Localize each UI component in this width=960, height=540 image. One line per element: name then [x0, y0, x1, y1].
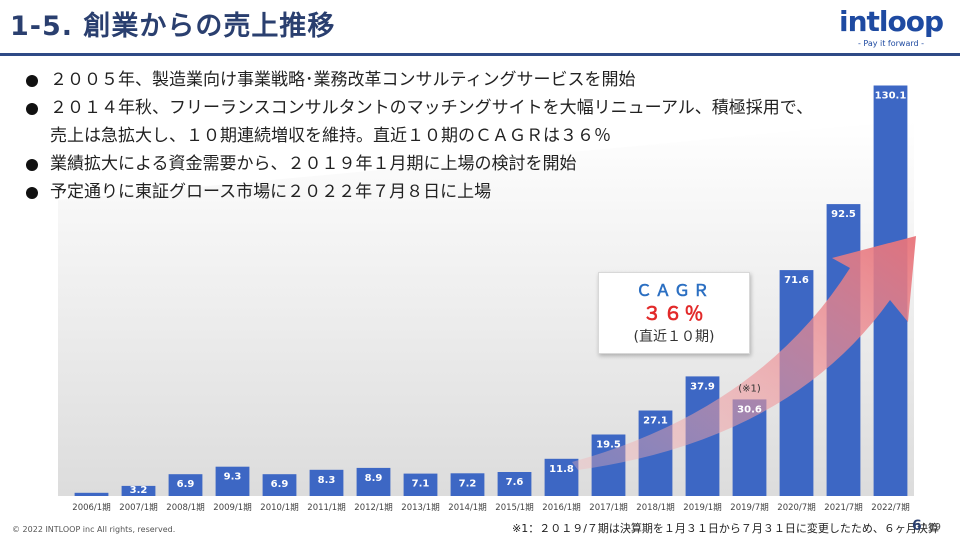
x-tick-label: 2016/1期 [542, 503, 580, 513]
bullet-text: ２００５年、製造業向け事業戦略･業務改革コンサルティングサービスを開始 [50, 70, 636, 90]
x-tick-label: 2020/7期 [777, 503, 815, 513]
bullet-dot [26, 75, 38, 87]
bullet-list: ２００５年、製造業向け事業戦略･業務改革コンサルティングサービスを開始 ２０１４… [26, 66, 866, 206]
bar-2009/1期 [215, 466, 250, 496]
cagr-period: (直近１０期) [633, 329, 715, 345]
cagr-label: ＣＡＧＲ [635, 281, 712, 300]
bar-value-label: 7.1 [412, 479, 430, 490]
bar-2008/1期 [168, 474, 203, 496]
page-total: / 49 [921, 522, 942, 533]
growth-arrow [572, 236, 916, 470]
bar-value-label: 6.9 [271, 479, 289, 490]
bar-value-label: 8.9 [365, 473, 383, 484]
page-number: 6/ 49 [912, 518, 941, 534]
bullet-text: 予定通りに東証グロース市場に２０２２年７月８日に上場 [50, 182, 492, 202]
title-underline [0, 53, 960, 56]
company-logo: intloop - Pay it forward - [832, 6, 950, 52]
bar-value-label: 7.2 [459, 478, 477, 489]
x-tick-label: 2017/1期 [589, 503, 627, 513]
bar-value-label: 9.3 [224, 472, 242, 483]
logo-tagline: - Pay it forward - [857, 39, 925, 48]
bullet-item: ２００５年、製造業向け事業戦略･業務改革コンサルティングサービスを開始 [26, 66, 866, 94]
x-tick-label: 2011/1期 [307, 503, 345, 513]
logo-wordmark: intloop [838, 5, 944, 38]
bar-value-label: 92.5 [831, 209, 856, 220]
bar-annotation: (※1) [738, 383, 761, 394]
bullet-text: ２０１４年秋、フリーランスコンサルタントのマッチングサイトを大幅リニューアル、積… [50, 98, 814, 118]
bullet-item: 予定通りに東証グロース市場に２０２２年７月８日に上場 [26, 178, 866, 206]
bar-value-label: 11.8 [549, 464, 574, 475]
footnote: ※1：２０１９/７期は決算期を１月３１日から７月３１日に変更したため、６ヶ月決算 [512, 522, 939, 535]
bar-2014/1期 [450, 473, 485, 496]
bar-value-label: 37.9 [690, 381, 715, 392]
x-tick-label: 2019/1期 [683, 503, 721, 513]
bar-value-label: 7.6 [506, 477, 524, 488]
bullet-dot [26, 187, 38, 199]
x-tick-label: 2014/1期 [448, 503, 486, 513]
x-tick-label: 2012/1期 [354, 503, 392, 513]
x-tick-label: 2013/1期 [401, 503, 439, 513]
bar-value-label: 130.1 [875, 91, 907, 102]
bar-value-label: 8.3 [318, 475, 336, 486]
bar-2010/1期 [262, 474, 297, 496]
page-current: 6 [912, 518, 922, 534]
bar-2007/1期 [121, 485, 156, 496]
x-tick-label: 2006/1期 [72, 503, 110, 513]
cagr-value: ３６％ [642, 303, 706, 325]
bar-value-label: 27.1 [643, 416, 668, 427]
x-tick-label: 2018/1期 [636, 503, 674, 513]
x-tick-label: 2015/1期 [495, 503, 533, 513]
bar-2015/1期 [497, 472, 532, 496]
x-tick-label: 2022/7期 [871, 503, 909, 513]
bullet-item: 業績拡大による資金需要から、２０１９年１月期に上場の検討を開始 [26, 150, 866, 178]
bar-2016/1期 [544, 458, 579, 496]
bar-2012/1期 [356, 467, 391, 496]
bullet-item: ２０１４年秋、フリーランスコンサルタントのマッチングサイトを大幅リニューアル、積… [26, 94, 866, 150]
x-tick-label: 2021/7期 [824, 503, 862, 513]
bar-value-label: 19.5 [596, 440, 621, 451]
x-tick-label: 2019/7期 [730, 503, 768, 513]
bar-value-label: 30.6 [737, 404, 762, 415]
bar-value-label: 6.9 [177, 479, 195, 490]
bullet-text: 業績拡大による資金需要から、２０１９年１月期に上場の検討を開始 [50, 154, 577, 174]
bar-2006/1期 [74, 492, 109, 496]
bar-2011/1期 [309, 469, 344, 496]
x-tick-label: 2010/1期 [260, 503, 298, 513]
cagr-callout: ＣＡＧＲ ３６％ (直近１０期) [598, 272, 750, 354]
copyright-notice: © 2022 INTLOOP inc All rights, reserved. [12, 525, 176, 534]
bar-value-label: 3.2 [130, 485, 148, 496]
bullet-text-continued: 売上は急拡大し、１０期連続増収を維持。直近１０期のＣＡＧＲは３６％ [50, 126, 611, 146]
bar-2013/1期 [403, 473, 438, 496]
bullet-dot [26, 103, 38, 115]
x-tick-label: 2007/1期 [119, 503, 157, 513]
slide-title: 1-5. 創業からの売上推移 [10, 11, 336, 42]
x-tick-label: 2009/1期 [213, 503, 251, 513]
bullet-dot [26, 159, 38, 171]
x-tick-label: 2008/1期 [166, 503, 204, 513]
bar-value-label: 71.6 [784, 275, 809, 286]
